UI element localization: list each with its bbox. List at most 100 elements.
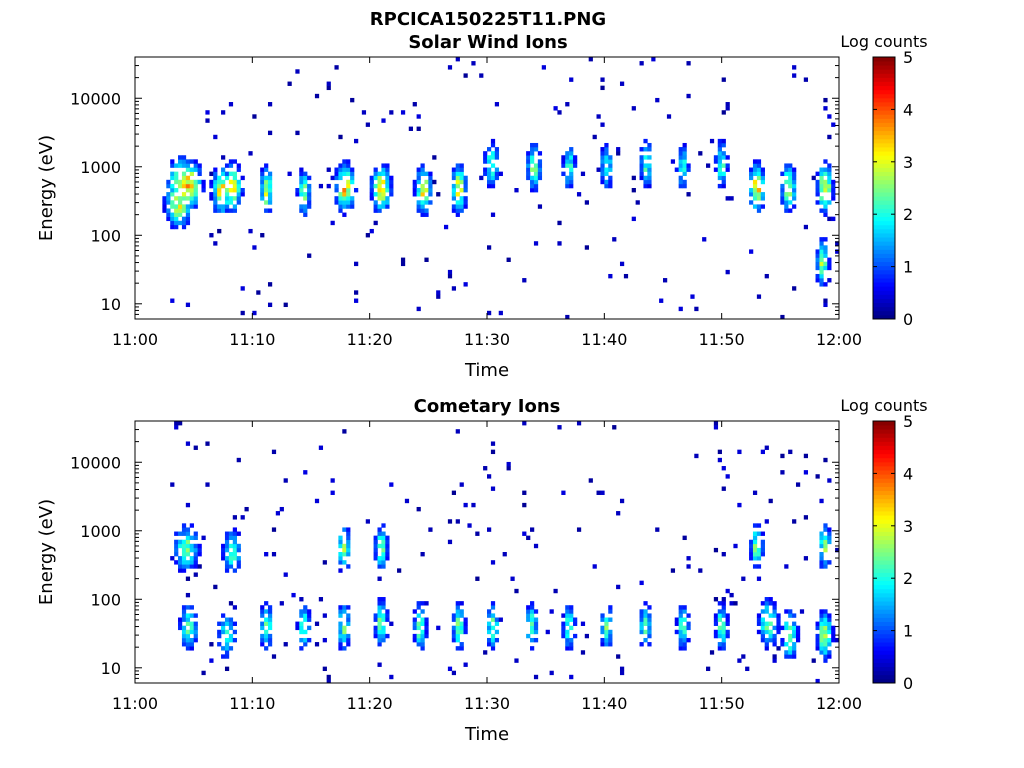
heatmap-cell (752, 171, 758, 177)
colorbar-segment (873, 637, 895, 643)
colorbar-segment (873, 580, 895, 586)
heatmap-cell (209, 192, 214, 197)
heatmap-cell (385, 556, 390, 561)
heatmap-cell (185, 629, 191, 635)
heatmap-cell (189, 564, 194, 569)
heatmap-cell (166, 216, 171, 222)
heatmap-cell (377, 188, 382, 193)
heatmap-cell (487, 609, 492, 614)
heatmap-cell (717, 449, 722, 455)
y-tick-label: 1000 (80, 158, 121, 177)
heatmap-cell (823, 282, 828, 287)
heatmap-cell (639, 613, 644, 618)
heatmap-cell (823, 302, 828, 308)
heatmap-cell (338, 552, 343, 557)
heatmap-cell (760, 449, 765, 455)
heatmap-cell (530, 637, 535, 643)
heatmap-cell (181, 637, 187, 643)
heatmap-cell (232, 159, 237, 164)
heatmap-cell (580, 650, 586, 655)
heatmap-cell (228, 633, 234, 639)
heatmap-cell (209, 196, 214, 201)
colorbar-segment (873, 498, 895, 504)
heatmap-cell (639, 642, 644, 647)
heatmap-cell (181, 617, 187, 622)
heatmap-cell (185, 179, 191, 185)
heatmap-cell (522, 531, 527, 536)
colorbar-segment (873, 106, 895, 111)
heatmap-cell (541, 65, 546, 70)
heatmap-cell (412, 188, 417, 193)
heatmap-cell (181, 605, 187, 610)
heatmap-cell (483, 171, 488, 177)
heatmap-cell (616, 511, 621, 516)
heatmap-cell (604, 171, 609, 177)
heatmap-cell (490, 617, 496, 622)
heatmap-cell (330, 478, 335, 483)
heatmap-cell (228, 531, 234, 536)
heatmap-cell (494, 151, 500, 156)
x-tick-label: 12:00 (816, 330, 862, 349)
heatmap-cell (267, 200, 273, 205)
heatmap-cell (752, 535, 758, 541)
heatmap-cell (678, 183, 683, 189)
heatmap-cell (487, 629, 492, 635)
heatmap-cell (193, 188, 198, 193)
heatmap-cell (189, 159, 194, 164)
heatmap-cell (174, 560, 179, 565)
heatmap-cell (373, 208, 378, 213)
heatmap-cell (385, 196, 390, 201)
heatmap-cell (788, 167, 793, 172)
colorbar-segment (873, 547, 895, 553)
heatmap-cell (162, 196, 167, 201)
heatmap-cell (721, 155, 726, 160)
heatmap-cell (463, 188, 468, 193)
heatmap-cell (420, 204, 425, 209)
heatmap-cell (792, 286, 797, 291)
heatmap-cell (616, 151, 621, 156)
heatmap-cell (760, 192, 765, 197)
heatmap-cell (228, 552, 234, 557)
colorbar-segment (873, 310, 895, 316)
heatmap-cell (416, 625, 421, 631)
heatmap-cell (772, 609, 777, 614)
heatmap-cell (619, 498, 625, 504)
heatmap-cell (346, 159, 351, 164)
heatmap-cell (780, 453, 785, 459)
heatmap-cell (533, 142, 539, 148)
heatmap-cell (443, 224, 449, 230)
heatmap-cell (569, 151, 574, 156)
heatmap-cell (267, 617, 273, 622)
heatmap-cell (193, 560, 198, 565)
heatmap-cell (565, 163, 570, 168)
heatmap-cell (463, 629, 468, 635)
heatmap-cell (647, 163, 652, 168)
heatmap-cell (189, 605, 194, 610)
heatmap-cell (764, 445, 769, 450)
heatmap-cell (619, 261, 625, 267)
heatmap-cell (752, 552, 758, 557)
cometary-title: Cometary Ions (414, 396, 561, 417)
heatmap-cell (307, 188, 312, 193)
colorbar-segment (873, 552, 895, 557)
heatmap-cell (764, 621, 769, 626)
heatmap-cell (428, 200, 433, 205)
heatmap-cell (522, 421, 527, 426)
heatmap-cell (764, 637, 769, 643)
heatmap-cell (490, 183, 496, 189)
heatmap-cell (267, 130, 273, 136)
heatmap-cell (522, 278, 527, 283)
heatmap-cell (788, 449, 793, 455)
heatmap-cell (533, 241, 539, 246)
heatmap-cell (420, 167, 425, 172)
heatmap-cell (377, 183, 382, 189)
heatmap-cell (326, 85, 331, 91)
heatmap-cell (181, 208, 187, 213)
heatmap-cell (451, 183, 457, 189)
heatmap-cell (189, 613, 194, 618)
heatmap-cell (823, 261, 828, 267)
heatmap-cell (788, 646, 793, 651)
heatmap-cell (228, 564, 234, 569)
heatmap-cell (174, 547, 179, 553)
heatmap-cell (569, 183, 574, 189)
